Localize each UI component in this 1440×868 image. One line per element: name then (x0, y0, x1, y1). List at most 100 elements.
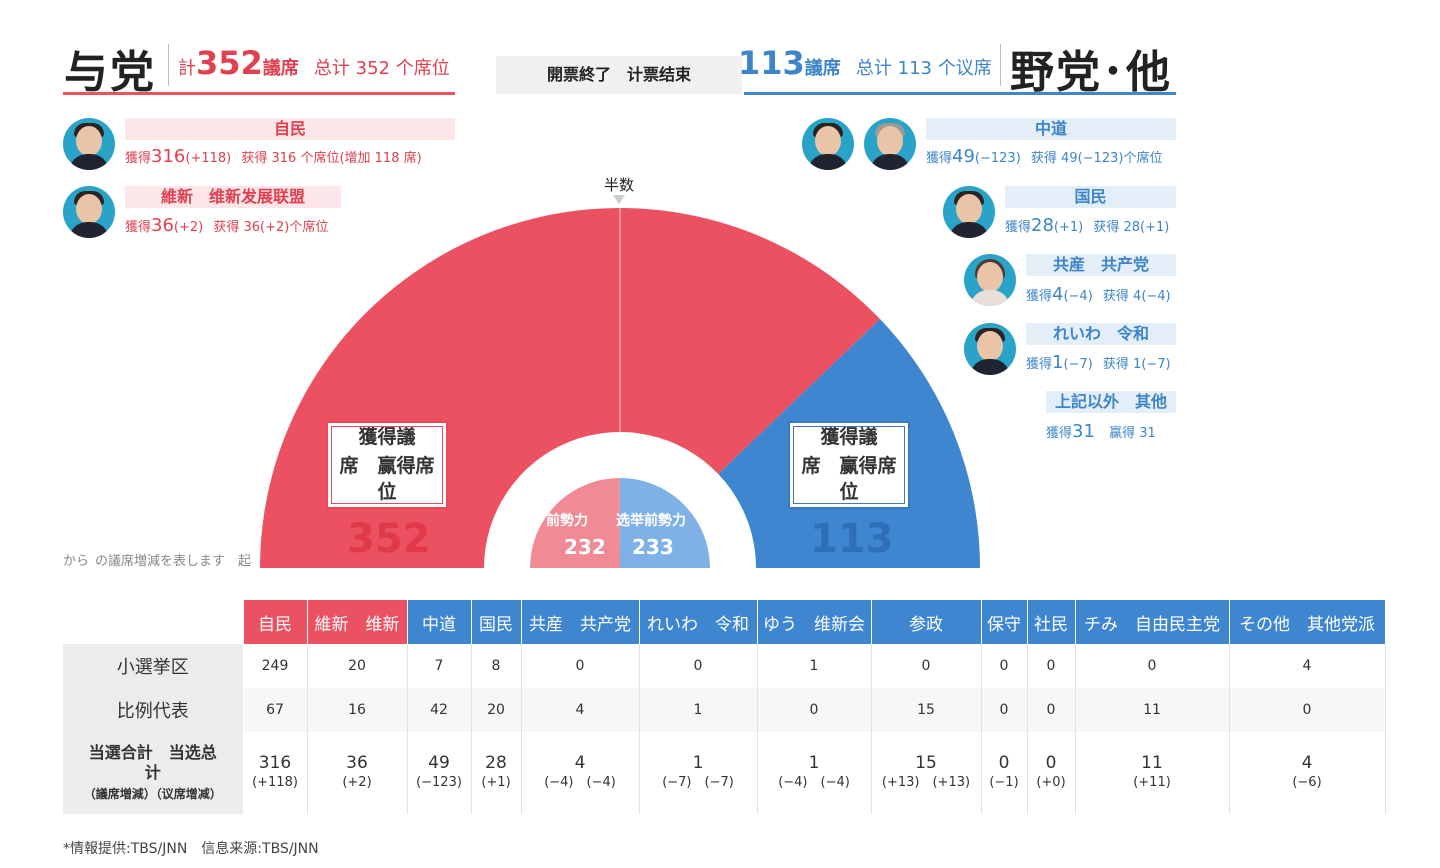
source-footnote: *情報提供:TBS/JNN 信息来源:TBS/JNN (63, 841, 319, 857)
party-result-kyosan: 獲得4(−4) 获得 4(−4) (1026, 284, 1171, 305)
opposition-seat-ghost-number: 113 (810, 516, 894, 562)
party-result-chudo: 獲得49(−123) 获得 49(−123)个席位 (926, 146, 1162, 167)
total-value: 36 (346, 753, 368, 773)
table-cell: 15 (871, 688, 982, 732)
column-header: 参政 (871, 600, 982, 644)
row-label-pr: 比例代表 (63, 688, 244, 732)
result-prefix: 獲得 (1026, 357, 1053, 372)
opposition-seat-label-box: 獲得議 席 赢得席 位 (788, 421, 910, 509)
column-header: 維新 维新 (307, 600, 408, 644)
table-row-total: 当選合計 当选总 计 （議席増減）（议席增减） 316 (+118) 36 (+2) 4… (63, 732, 1386, 814)
table-cell: 0 (757, 688, 872, 732)
table-cell-total: 0 (+0) (1027, 732, 1076, 814)
prev-ruling-label: 前勢力 (546, 513, 588, 529)
table-cell: 16 (307, 688, 408, 732)
table-cell-total: 4 (−6) (1229, 732, 1386, 814)
column-header: れいわ 令和 (639, 600, 758, 644)
result-change: (+2) (173, 220, 204, 235)
result-prefix: 獲得 (1046, 426, 1073, 441)
header-corner (63, 600, 244, 644)
results-table: 自民 維新 维新 中道 国民 共産 共产党 れいわ 令和 ゆう 维新会 参政 保守 社民 チみ 自由… (63, 600, 1386, 814)
box-line-3: 位 (377, 481, 397, 503)
box-line-2: 席 赢得席 (801, 455, 897, 477)
ruling-title: 与党 (64, 47, 156, 98)
total-value: 0 (1045, 753, 1057, 773)
table-cell: 1 (757, 644, 872, 688)
total-value: 4 (574, 753, 586, 773)
table-cell-total: 49 (−123) (407, 732, 472, 814)
total-change: (−1) (989, 775, 1019, 790)
party-result-kokumin: 獲得28(+1) 获得 28(+1) (1005, 215, 1169, 236)
table-cell-total: 28 (+1) (471, 732, 522, 814)
result-num: 36 (151, 215, 174, 236)
result-num: 31 (1072, 421, 1095, 442)
opposition-rule (744, 92, 1176, 95)
avatar-reiwa-leader (964, 323, 1016, 375)
total-change: (+0) (1036, 775, 1066, 790)
count-status: 開票終了 计票结束 (496, 56, 742, 94)
avatar-kokumin-leader (943, 186, 995, 238)
avatar-chudo-leader-2 (864, 118, 916, 170)
table-cell: 7 (407, 644, 472, 688)
previous-strength-segment-opposition (619, 478, 710, 568)
ruling-prefix: 計 (178, 58, 196, 79)
total-change: (+13) (+13) (881, 775, 971, 790)
table-cell-total: 1 (−7) (−7) (639, 732, 758, 814)
table-cell-total: 0 (−1) (981, 732, 1028, 814)
result-cn: 获得 1(−7) (1102, 357, 1171, 372)
result-cn: 获得 36(+2)个席位 (213, 220, 329, 235)
total-label-line3: （議席増減）（议席增减） (83, 786, 222, 801)
result-change: (−4) (1063, 289, 1093, 304)
column-header: 社民 (1027, 600, 1076, 644)
table-cell-total: 4 (−4) (−4) (521, 732, 640, 814)
opposition-unit: 議席 (804, 58, 841, 79)
result-num: 316 (151, 146, 186, 167)
table-cell-total: 36 (+2) (307, 732, 408, 814)
total-value: 1 (808, 753, 820, 773)
divider (168, 44, 169, 86)
table-cell: 0 (1027, 688, 1076, 732)
total-change: (−7) (−7) (662, 775, 734, 790)
party-result-jimin: 獲得316(+118) 获得 316 个席位(增加 118 席) (125, 146, 422, 167)
opposition-total: 113議席 总计 113 个议席 (738, 44, 992, 82)
table-cell-total: 316 (+118) (243, 732, 308, 814)
table-header-row: 自民 維新 维新 中道 国民 共産 共产党 れいわ 令和 ゆう 维新会 参政 保守 社民 チみ 自由… (63, 600, 1386, 644)
party-result-ishin: 獲得36(+2) 获得 36(+2)个席位 (125, 215, 328, 236)
table-cell: 0 (1229, 688, 1386, 732)
result-num: 4 (1052, 284, 1064, 305)
column-header: 共産 共产党 (521, 600, 640, 644)
total-change: (+118) (252, 775, 298, 790)
result-prefix: 獲得 (1005, 220, 1032, 235)
prev-opposition-label: 选举前勢力 (616, 513, 686, 529)
opposition-title: 野党･他 (1010, 47, 1172, 98)
result-prefix: 獲得 (125, 220, 152, 235)
table-cell: 0 (1075, 644, 1230, 688)
total-change: (−4) (−4) (778, 775, 850, 790)
result-num: 1 (1052, 352, 1064, 373)
result-cn: 获得 4(−4) (1102, 289, 1171, 304)
result-prefix: 獲得 (1026, 289, 1053, 304)
total-value: 28 (485, 753, 507, 773)
column-header: チみ 自由民主党 (1075, 600, 1230, 644)
party-result-others: 獲得31 赢得 31 (1046, 421, 1156, 442)
total-value: 49 (428, 753, 450, 773)
party-result-reiwa: 獲得1(−7) 获得 1(−7) (1026, 352, 1171, 373)
column-header: その他 其他党派 (1229, 600, 1386, 644)
total-change: (−123) (416, 775, 462, 790)
ruling-seat-ghost-number: 352 (347, 516, 431, 562)
table-cell: 4 (1229, 644, 1386, 688)
total-label-line1: 当選合計 当选总 (88, 742, 217, 762)
ruling-total-cn: 总计 352 个席位 (313, 58, 450, 79)
ruling-seat-label-box: 獲得議 席 赢得席 位 (326, 421, 448, 509)
result-change: (+118) (185, 151, 232, 166)
faded-note-2: の議席増減を表します 起 (95, 554, 252, 569)
table-cell-total: 11 (+11) (1075, 732, 1230, 814)
box-line-1: 獲得議 (820, 426, 878, 448)
result-change: (−123) (974, 151, 1021, 166)
ruling-seat-count: 352 (196, 44, 263, 82)
table-cell: 249 (243, 644, 308, 688)
avatar-chudo-leader-1 (802, 118, 854, 170)
majority-marker-label: 半数 (603, 176, 634, 194)
box-line-3: 位 (839, 481, 859, 503)
box-line-1: 獲得議 (358, 426, 416, 448)
